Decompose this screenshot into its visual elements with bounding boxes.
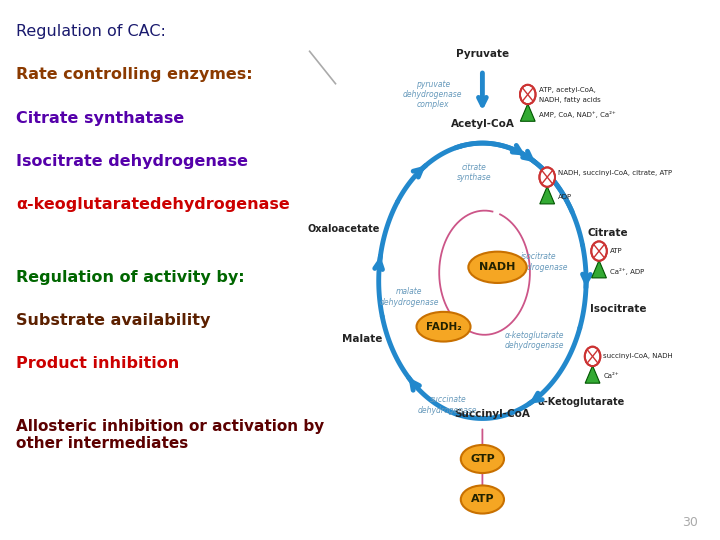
Ellipse shape xyxy=(461,485,504,514)
Text: pyruvate
dehydrogenase
complex: pyruvate dehydrogenase complex xyxy=(403,79,462,110)
Text: citrate
synthase: citrate synthase xyxy=(456,163,491,183)
Circle shape xyxy=(539,167,555,187)
Text: Citrate synthatase: Citrate synthatase xyxy=(17,111,184,126)
Text: malate
dehydrogenase: malate dehydrogenase xyxy=(379,287,438,307)
Text: Succinyl-CoA: Succinyl-CoA xyxy=(455,409,531,420)
Text: Ca²⁺, ADP: Ca²⁺, ADP xyxy=(610,268,644,274)
Text: ATP: ATP xyxy=(610,248,623,254)
Circle shape xyxy=(591,241,607,261)
Text: Malate: Malate xyxy=(341,334,382,344)
Text: ADP: ADP xyxy=(558,194,572,200)
Polygon shape xyxy=(540,186,554,204)
Text: α-keoglutaratedehydrogenase: α-keoglutaratedehydrogenase xyxy=(17,197,290,212)
Text: Acetyl-CoA: Acetyl-CoA xyxy=(451,119,514,129)
Text: α-ketoglutarate
dehydrogenase: α-ketoglutarate dehydrogenase xyxy=(505,330,564,350)
Text: Rate controlling enzymes:: Rate controlling enzymes: xyxy=(17,68,253,83)
Text: ATP: ATP xyxy=(471,495,494,504)
Text: NADH, succinyl-CoA, citrate, ATP: NADH, succinyl-CoA, citrate, ATP xyxy=(558,170,672,176)
Polygon shape xyxy=(585,366,600,383)
Text: NADH, fatty acids: NADH, fatty acids xyxy=(539,97,600,103)
Ellipse shape xyxy=(468,252,526,283)
Text: Citrate: Citrate xyxy=(588,228,628,238)
Text: isocitrate
dehydrogenase: isocitrate dehydrogenase xyxy=(509,252,568,272)
Circle shape xyxy=(585,347,600,366)
Text: Regulation of activity by:: Regulation of activity by: xyxy=(17,270,245,285)
Polygon shape xyxy=(521,104,535,122)
Text: Pyruvate: Pyruvate xyxy=(456,49,509,59)
Ellipse shape xyxy=(416,312,471,341)
Text: GTP: GTP xyxy=(470,454,495,464)
Text: succinyl-CoA, NADH: succinyl-CoA, NADH xyxy=(603,353,673,360)
Text: Isocitrate dehydrogenase: Isocitrate dehydrogenase xyxy=(17,154,248,169)
Text: FADH₂: FADH₂ xyxy=(426,322,462,332)
Text: Oxaloacetate: Oxaloacetate xyxy=(307,224,379,234)
Text: Isocitrate: Isocitrate xyxy=(590,305,647,314)
Text: Ca²⁺: Ca²⁺ xyxy=(603,373,619,380)
Text: Product inhibition: Product inhibition xyxy=(17,356,179,372)
Text: α-Ketoglutarate: α-Ketoglutarate xyxy=(538,397,625,407)
Text: ATP, acetyl-CoA,: ATP, acetyl-CoA, xyxy=(539,87,595,93)
Text: NADH: NADH xyxy=(480,262,516,272)
Text: 30: 30 xyxy=(683,516,698,529)
Text: Substrate availability: Substrate availability xyxy=(17,313,211,328)
Polygon shape xyxy=(592,260,606,278)
Circle shape xyxy=(520,85,536,104)
Text: Allosteric inhibition or activation by
other intermediates: Allosteric inhibition or activation by o… xyxy=(17,418,325,451)
Text: succinate
dehydrogenase: succinate dehydrogenase xyxy=(418,395,477,415)
Text: AMP, CoA, NAD⁺, Ca²⁺: AMP, CoA, NAD⁺, Ca²⁺ xyxy=(539,111,616,118)
Text: Regulation of CAC:: Regulation of CAC: xyxy=(17,24,166,39)
Ellipse shape xyxy=(461,445,504,473)
